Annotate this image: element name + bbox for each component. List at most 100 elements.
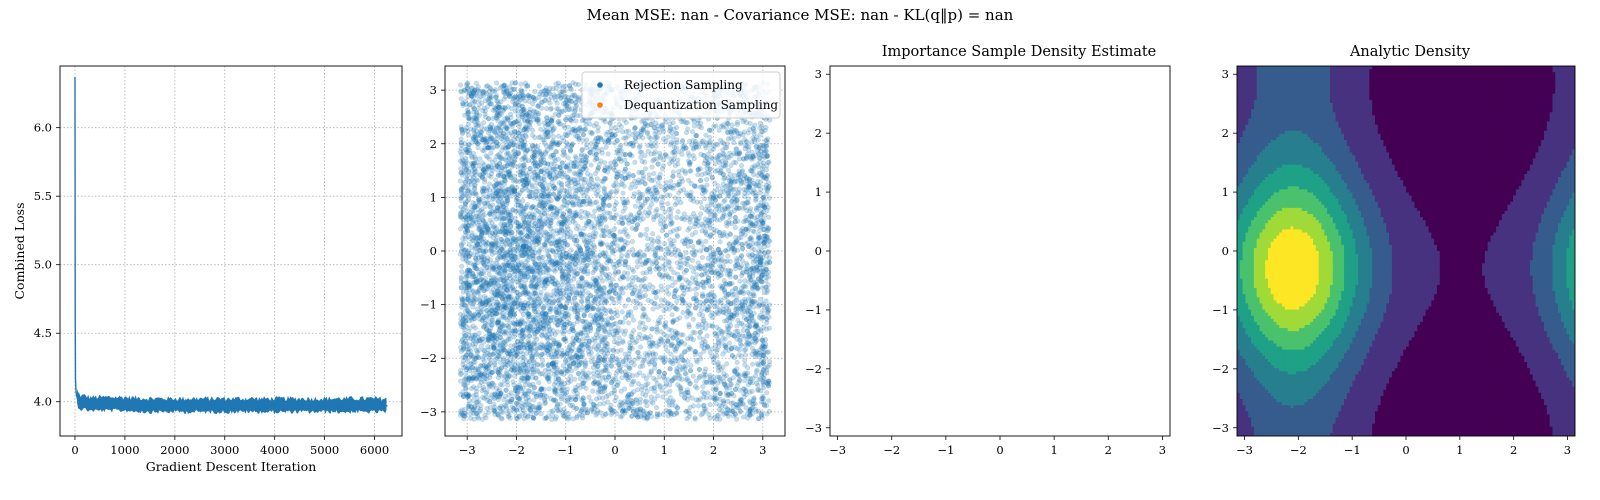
scatter-point (737, 149, 743, 155)
loss-plot-frame (59, 65, 403, 437)
scatter-point (765, 225, 771, 231)
scatter-point (580, 232, 586, 238)
scatter-point (491, 183, 497, 189)
scatter-point (574, 271, 580, 277)
loss-xlabel: Gradient Descent Iteration (146, 459, 317, 474)
scatter-point (512, 331, 518, 337)
scatter-point (657, 271, 663, 277)
loss-xtick-label: 5000 (310, 443, 339, 457)
scatter-point (706, 278, 712, 284)
scatter-point (719, 340, 725, 346)
scatter-point (706, 206, 712, 212)
scatter-point (491, 293, 497, 299)
scatter-point (757, 327, 763, 333)
loss-xtick-label: 2000 (160, 443, 189, 457)
scatter-point (755, 383, 761, 389)
scatter-point (747, 153, 753, 159)
scatter-point (541, 392, 547, 398)
scatter-point (538, 411, 544, 417)
scatter-point (526, 295, 532, 301)
scatter-point (511, 368, 517, 374)
scatter-point (674, 411, 680, 417)
scatter-point (463, 217, 469, 223)
scatter-point (748, 235, 754, 241)
scatter-point (543, 132, 549, 138)
scatter-point (763, 274, 769, 280)
scatter-point (572, 126, 578, 132)
scatter-point (495, 412, 501, 418)
loss-ytick-label: 5.5 (34, 189, 52, 203)
scatter-point (571, 194, 577, 200)
scatter-point (593, 278, 599, 284)
scatter-point (551, 166, 557, 172)
scatter-point (709, 155, 715, 161)
scatter-point (465, 309, 471, 315)
scatter-point (543, 92, 549, 98)
scatter-point (727, 315, 733, 321)
scatter-point (689, 395, 695, 401)
scatter-point (557, 261, 563, 267)
scatter-point (493, 238, 499, 244)
scatter-point (552, 158, 558, 164)
scatter-point (580, 254, 586, 260)
scatter-point (521, 219, 527, 225)
scatter-point (604, 341, 610, 347)
scatter-point (744, 269, 750, 275)
scatter-point (563, 164, 569, 170)
scatter-point (496, 194, 502, 200)
scatter-point (648, 236, 654, 242)
scatter-point (525, 126, 531, 132)
scatter-point (462, 201, 468, 207)
scatter-point (596, 206, 602, 212)
scatter-point (494, 135, 500, 141)
scatter-point (476, 199, 482, 205)
scatter-point (758, 352, 764, 358)
scatter-point (711, 297, 717, 303)
scatter-point (465, 293, 471, 299)
scatter-point (704, 176, 710, 182)
scatter-point (502, 270, 508, 276)
scatter-point (458, 243, 464, 249)
scatter-point (591, 298, 597, 304)
scatter-point (753, 205, 759, 211)
scatter-point (598, 239, 604, 245)
scatter-point (606, 135, 612, 141)
scatter-point (731, 196, 737, 202)
scatter-point (698, 266, 704, 272)
scatter-point (731, 291, 737, 297)
scatter-point (554, 214, 560, 220)
scatter-point (616, 341, 622, 347)
scatter-point (492, 210, 498, 216)
scatter-point (602, 217, 608, 223)
scatter-point (557, 401, 563, 407)
scatter-point (474, 348, 480, 354)
scatter-point (502, 378, 508, 384)
scatter-point (461, 416, 467, 422)
scatter-point (629, 225, 635, 231)
scatter-point (613, 179, 619, 185)
scatter-point (463, 318, 469, 324)
scatter-point (507, 168, 513, 174)
scatter-point (486, 267, 492, 273)
scatter-point (653, 134, 659, 140)
scatter-point (520, 290, 526, 296)
scatter-point (471, 262, 477, 268)
scatter-point (664, 381, 670, 387)
scatter-point (502, 225, 508, 231)
scatter-point (691, 252, 697, 258)
scatter-point (508, 238, 514, 244)
scatter-point (715, 271, 721, 277)
scatter-point (519, 274, 525, 280)
scatter-point (531, 366, 537, 372)
scatter-point (642, 252, 648, 258)
scatter-point (483, 239, 489, 245)
scatter-point (473, 214, 479, 220)
scatter-point (491, 301, 497, 307)
scatter-point (547, 165, 553, 171)
loss-xtick-label: 4000 (260, 443, 289, 457)
scatter-point (620, 285, 626, 291)
scatter-point (717, 239, 723, 245)
scatter-point (732, 199, 738, 205)
scatter-point (752, 299, 758, 305)
